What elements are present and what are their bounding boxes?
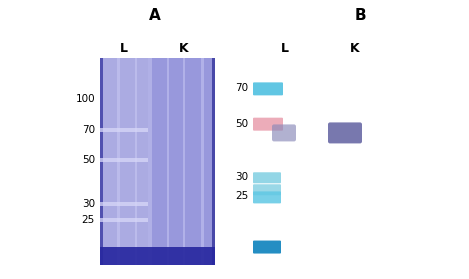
FancyBboxPatch shape (253, 118, 283, 131)
Text: 30: 30 (235, 172, 248, 182)
Text: 50: 50 (235, 119, 248, 129)
FancyBboxPatch shape (253, 240, 281, 254)
Bar (148, 58, 152, 265)
Bar (117, 58, 120, 265)
Text: 100: 100 (76, 94, 95, 104)
FancyBboxPatch shape (253, 191, 281, 203)
Bar (212, 58, 215, 265)
Bar (100, 247, 215, 265)
Bar (201, 58, 204, 265)
Text: K: K (350, 42, 360, 54)
Bar (100, 58, 103, 265)
Text: L: L (120, 42, 128, 54)
Bar (100, 58, 215, 265)
Text: 70: 70 (82, 125, 95, 135)
Bar (166, 58, 169, 265)
FancyBboxPatch shape (253, 82, 283, 95)
Text: L: L (281, 42, 289, 54)
Bar (100, 158, 148, 162)
Text: K: K (179, 42, 189, 54)
Text: 25: 25 (235, 191, 248, 201)
Text: 50: 50 (82, 155, 95, 165)
Text: 25: 25 (82, 215, 95, 225)
Bar (183, 58, 185, 265)
FancyBboxPatch shape (253, 184, 281, 195)
Bar (135, 58, 137, 265)
Text: 70: 70 (235, 83, 248, 93)
Bar (100, 218, 148, 222)
Text: B: B (354, 8, 366, 23)
FancyBboxPatch shape (328, 122, 362, 143)
FancyBboxPatch shape (272, 124, 296, 141)
Text: 30: 30 (82, 199, 95, 209)
Text: A: A (149, 8, 161, 23)
Bar (100, 58, 148, 265)
Bar (100, 202, 148, 206)
FancyBboxPatch shape (253, 172, 281, 183)
Bar (100, 128, 148, 132)
Bar (152, 58, 215, 265)
